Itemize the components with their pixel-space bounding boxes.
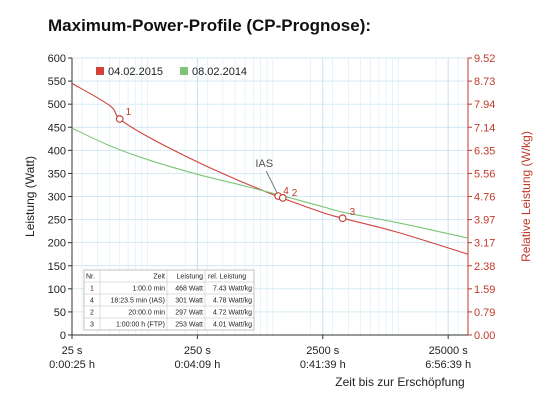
table-cell: 253 Watt <box>175 322 203 329</box>
axes: 0 50 100 150 200 250 300 350 400 450 500 550 600 0.00… <box>48 53 496 371</box>
table-cell: 297 Watt <box>175 310 203 317</box>
point-marker-2 <box>278 194 287 202</box>
y2-tick-label: 8.73 <box>474 76 495 88</box>
y2-tick-label: 0.79 <box>474 307 495 319</box>
y-tick-label: 0 <box>60 330 66 342</box>
x-tick-label: 25 s <box>62 345 83 357</box>
y2-tick-label: 3.97 <box>474 215 495 227</box>
point-marker-1 <box>115 115 124 123</box>
point-marker-3 <box>338 214 347 223</box>
annotation-pointer <box>265 170 278 194</box>
x-tick-label-time: 0:04:09 h <box>174 359 220 371</box>
y2-tick-label: 2.38 <box>474 261 495 273</box>
table-cell: 4.72 Watt/kg <box>213 310 252 317</box>
y-tick-label: 400 <box>48 145 66 157</box>
point-label-2: 2 <box>292 188 298 199</box>
table-cell: 1:00.0 min <box>132 286 165 293</box>
x-tick-label-time: 0:41:39 h <box>300 359 346 371</box>
y-axis-label: Leistung (Watt) <box>23 156 37 237</box>
y-tick-label: 450 <box>48 122 66 134</box>
table-header-cell: Leistung <box>177 274 204 281</box>
y-tick-label: 600 <box>48 53 66 65</box>
y2-tick-label: 7.14 <box>474 122 495 134</box>
x-tick-label: 250 s <box>184 345 211 357</box>
y-tick-label: 250 <box>48 215 66 227</box>
table-cell: 301 Watt <box>175 298 203 305</box>
y-tick-label: 500 <box>48 99 66 111</box>
legend: 04.02.2015 08.02.2014 <box>96 66 247 78</box>
table-cell: 1 <box>90 286 94 293</box>
y-tick-label: 550 <box>48 76 66 88</box>
y-tick-label: 50 <box>54 307 66 319</box>
x-tick-label: 25000 s <box>429 345 469 357</box>
x-tick-label-time: 6:56:39 h <box>425 359 471 371</box>
table-cell: 18:23.5 min (IAS) <box>111 298 165 305</box>
table-cell: 20:00.0 min <box>128 310 165 317</box>
y-tick-label: 200 <box>48 238 66 250</box>
table-cell: 4.01 Watt/kg <box>213 322 252 329</box>
table-cell: 1:00:00 h (FTP) <box>116 322 165 329</box>
y2-tick-label: 4.76 <box>474 192 495 204</box>
y-tick-label: 150 <box>48 261 66 273</box>
table-cell: 2 <box>90 310 94 317</box>
y2-tick-label: 9.52 <box>474 53 495 65</box>
table-cell: 3 <box>90 322 94 329</box>
y2-tick-label: 1.59 <box>474 284 495 296</box>
table-header-cell: Nr. <box>86 274 95 281</box>
y2-tick-label: 5.56 <box>474 168 495 180</box>
y-tick-label: 100 <box>48 284 66 296</box>
table-cell: 468 Watt <box>175 286 203 293</box>
table-frame <box>83 269 255 331</box>
x-tick-label: 2500 s <box>306 345 340 357</box>
y2-tick-label: 0.00 <box>474 330 495 342</box>
y2-tick-label: 7.94 <box>474 99 495 111</box>
legend-swatch-1 <box>96 67 104 75</box>
y-tick-label: 300 <box>48 192 66 204</box>
data-table: Nr. Zeit Leistung rel. Leistung 1 1:00.0 min 4… <box>83 269 255 331</box>
y2-tick-label: 3.17 <box>474 238 495 250</box>
table-cell: 4 <box>90 298 94 305</box>
legend-label-2: 08.02.2014 <box>192 66 247 78</box>
series-line-2 <box>71 127 469 239</box>
y-tick-label: 350 <box>48 168 66 180</box>
x-axis-label: Zeit bis zur Erschöpfung <box>335 375 464 389</box>
marked-points: IAS 1 4 2 3 <box>115 107 356 223</box>
legend-swatch-2 <box>180 67 188 75</box>
point-label-4: 4 <box>283 186 289 197</box>
annotation-ias: IAS <box>255 158 273 170</box>
table-cell: 4.78 Watt/kg <box>213 298 252 305</box>
y2-tick-label: 6.35 <box>474 145 495 157</box>
legend-label-1: 04.02.2015 <box>108 66 163 78</box>
point-label-1: 1 <box>126 107 132 118</box>
point-label-3: 3 <box>350 207 356 218</box>
table-cell: 7.43 Watt/kg <box>213 286 252 293</box>
table-header-cell: rel. Leistung <box>208 274 246 281</box>
chart-title: Maximum-Power-Profile (CP-Prognose): <box>48 16 371 35</box>
x-tick-label-time: 0:00:25 h <box>49 359 95 371</box>
y2-axis-label: Relative Leistung (W/kg) <box>519 131 533 262</box>
table-header-cell: Zeit <box>153 274 165 281</box>
